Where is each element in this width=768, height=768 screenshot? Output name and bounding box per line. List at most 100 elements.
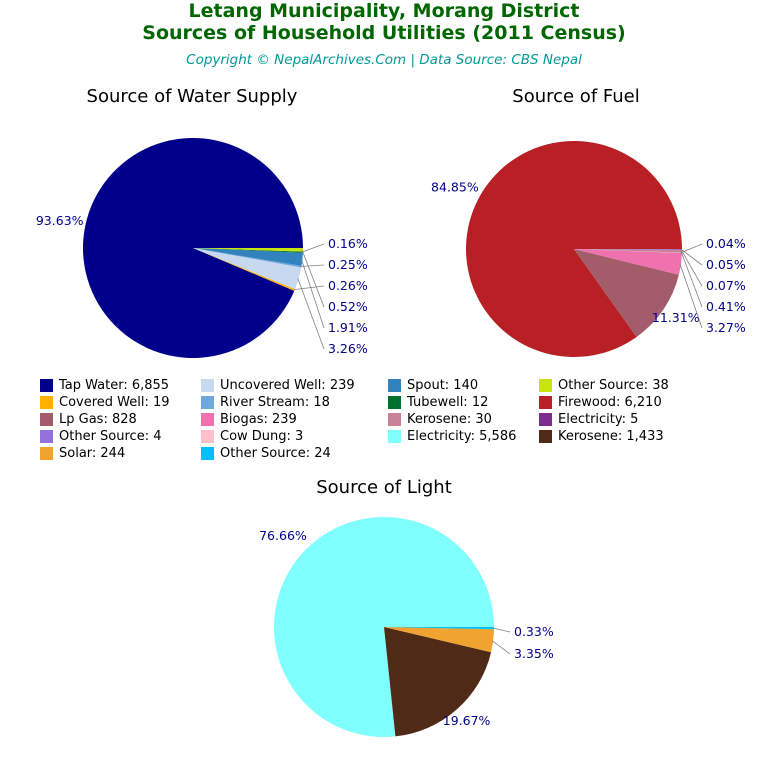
leader-line-river-stream [300, 264, 325, 267]
leader-line-other-source [301, 249, 325, 308]
legend-label: Lp Gas: 828 [59, 412, 137, 427]
legend-label: Biogas: 239 [220, 412, 297, 427]
legend-label: Other Source: 38 [558, 378, 669, 393]
legend-label: Covered Well: 19 [59, 395, 170, 410]
light-pie-title: Source of Light [316, 477, 452, 498]
legend-color-swatch [539, 396, 552, 409]
legend-label: Tubewell: 12 [407, 395, 489, 410]
copyright-note: Copyright © NepalArchives.Com | Data Sou… [186, 52, 582, 68]
legend-label: Cow Dung: 3 [220, 429, 304, 444]
leader-line-other-source [680, 248, 703, 266]
legend-column-1: Tap Water: 6,855 Covered Well: 19 Lp Gas: … [40, 378, 170, 461]
pie-slice-source-of-water-supply-tubewell [193, 248, 303, 253]
pct-label-lp-gas: 11.31% [652, 310, 700, 325]
legend-item: Tap Water: 6,855 [40, 378, 170, 393]
fuel-pie-chart: 84.85% 11.31% 0.04% 0.05% 0.07% 0.41% 3.27% [431, 141, 746, 357]
leader-line-uncovered-well [297, 278, 325, 350]
pct-label-covered-well: 0.26% [328, 278, 368, 293]
fuel-pie-title: Source of Fuel [512, 86, 640, 107]
legend-item: Electricity: 5,586 [388, 429, 517, 444]
leader-line-solar [491, 640, 511, 655]
leader-line-covered-well [293, 285, 325, 291]
legend-color-swatch [201, 396, 214, 409]
pct-label-electricity: 76.66% [259, 528, 307, 543]
leader-line-tubewell [301, 243, 325, 253]
legend-item: Biogas: 239 [201, 412, 355, 427]
legend-item: Cow Dung: 3 [201, 429, 355, 444]
water-pie-title: Source of Water Supply [86, 86, 298, 107]
pie-slice-source-of-light-other-source [384, 627, 494, 630]
legend-item: Other Source: 24 [201, 446, 355, 461]
legend-color-swatch [539, 430, 552, 443]
legend-item: Uncovered Well: 239 [201, 378, 355, 393]
pie-slice-source-of-fuel-kerosene [574, 249, 682, 253]
legend-color-swatch [388, 413, 401, 426]
legend-label: Spout: 140 [407, 378, 479, 393]
legend-label: Other Source: 4 [59, 429, 162, 444]
legend-color-swatch [201, 379, 214, 392]
pct-label-kerosene: 0.41% [706, 299, 746, 314]
legend-item: Spout: 140 [388, 378, 516, 393]
pct-label-electricity: 0.07% [706, 278, 746, 293]
pie-slice-source-of-water-supply-uncovered-well [193, 248, 302, 290]
legend-label: Electricity: 5,586 [407, 429, 517, 444]
pct-label-kerosene: 19.67% [443, 713, 491, 728]
light-pie-chart: 76.66% 19.67% 0.33% 3.35% [259, 517, 554, 737]
legend-label: Other Source: 24 [220, 446, 331, 461]
pie-slice-source-of-water-supply-covered-well [193, 248, 296, 291]
pie-slice-source-of-water-supply-other-source [193, 248, 303, 252]
legend-color-swatch [201, 430, 214, 443]
legend-color-swatch [40, 396, 53, 409]
legend-item: River Stream: 18 [201, 395, 355, 410]
leader-line-other-source [492, 627, 511, 633]
legend-column-2: Uncovered Well: 239 River Stream: 18 Bioga… [201, 378, 355, 461]
legend-color-swatch [201, 447, 214, 460]
legend-label: Kerosene: 1,433 [558, 429, 664, 444]
pie-slice-source-of-water-supply-spout [193, 248, 303, 266]
legend-item: Kerosene: 1,433 [539, 429, 669, 444]
legend-column-4: Other Source: 38 Firewood: 6,210 Electrici… [539, 378, 669, 444]
pie-slice-source-of-fuel-lp-gas [574, 249, 679, 337]
pie-slice-source-of-fuel-biogas [574, 249, 682, 275]
legend-color-swatch [40, 447, 53, 460]
pct-label-tap-water: 93.63% [36, 213, 84, 228]
legend-color-swatch [40, 379, 53, 392]
pie-slice-source-of-light-solar [384, 627, 494, 653]
legend-color-swatch [40, 413, 53, 426]
leader-line-electricity [680, 249, 703, 287]
legend-color-swatch [388, 430, 401, 443]
pie-slice-source-of-light-kerosene [384, 627, 492, 737]
leader-line-biogas [679, 263, 703, 329]
pie-slice-source-of-fuel-electricity [574, 249, 682, 250]
legend-label: Kerosene: 30 [407, 412, 492, 427]
pct-label-solar: 3.35% [514, 646, 554, 661]
legend-item: Other Source: 4 [40, 429, 170, 444]
legend-item: Other Source: 38 [539, 378, 669, 393]
legend-item: Kerosene: 30 [388, 412, 516, 427]
water-supply-pie-chart: 93.63% 0.16% 0.25% 0.26% 0.52% 1.91% 3.26% [36, 137, 368, 358]
legend-color-swatch [539, 379, 552, 392]
legend-color-swatch [40, 430, 53, 443]
pct-label-tubewell: 0.16% [328, 236, 368, 251]
legend-color-swatch [388, 396, 401, 409]
leader-line-kerosene [680, 251, 703, 308]
main-title-line2: Sources of Household Utilities (2011 Cen… [142, 22, 626, 44]
pct-label-cow-dung: 0.04% [706, 236, 746, 251]
pie-slice-source-of-water-supply-river-stream [193, 248, 302, 268]
legend-item: Electricity: 5 [539, 412, 669, 427]
legend-color-swatch [539, 413, 552, 426]
legend-item: Solar: 244 [40, 446, 170, 461]
legend-column-3: Spout: 140 Tubewell: 12 Kerosene: 30 Electr… [388, 378, 517, 444]
pct-label-other-source: 0.33% [514, 624, 554, 639]
legend-label: Uncovered Well: 239 [220, 378, 355, 393]
legend-color-swatch [201, 413, 214, 426]
pct-label-other-source: 0.05% [706, 257, 746, 272]
pie-slice-source-of-water-supply-tap-water [82, 137, 303, 358]
main-title-line1: Letang Municipality, Morang District [188, 0, 580, 22]
legend-label: River Stream: 18 [220, 395, 330, 410]
leader-line-cow-dung [680, 243, 703, 254]
legend-item: Tubewell: 12 [388, 395, 516, 410]
pct-label-spout: 1.91% [328, 320, 368, 335]
legend-label: Electricity: 5 [558, 412, 639, 427]
